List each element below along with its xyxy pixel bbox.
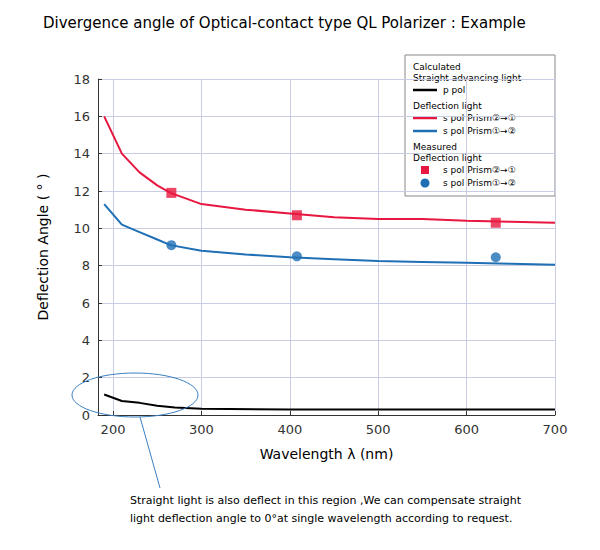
svg-text:10: 10 [73, 221, 90, 236]
svg-text:Deflection Angle ( ° ): Deflection Angle ( ° ) [35, 174, 51, 321]
svg-text:Straight light is also deflect: Straight light is also deflect in this r… [130, 494, 522, 507]
svg-text:s pol Prism①→②: s pol Prism①→② [443, 126, 516, 136]
svg-text:Calculated: Calculated [413, 62, 461, 72]
svg-text:300: 300 [189, 422, 214, 437]
svg-text:s pol Prism①→②: s pol Prism①→② [443, 178, 516, 188]
svg-text:Deflection light: Deflection light [413, 101, 482, 111]
svg-text:6: 6 [82, 296, 90, 311]
svg-text:12: 12 [73, 184, 90, 199]
svg-text:0: 0 [81, 407, 90, 423]
svg-text:Deflection light: Deflection light [413, 152, 482, 163]
svg-text:200: 200 [101, 422, 126, 437]
svg-text:8: 8 [82, 258, 90, 273]
svg-text:16: 16 [73, 109, 90, 124]
svg-text:Divergence angle of Optical-co: Divergence angle of Optical-contact type… [43, 14, 526, 32]
svg-text:light deflection angle to 0°at: light deflection angle to 0°at single wa… [130, 512, 512, 525]
svg-text:14: 14 [73, 146, 90, 161]
svg-text:Measured: Measured [413, 142, 457, 152]
svg-text:4: 4 [82, 333, 90, 348]
svg-text:18: 18 [73, 72, 90, 87]
svg-text:p pol: p pol [443, 85, 465, 95]
svg-text:500: 500 [366, 422, 391, 437]
svg-text:Straight advancing light: Straight advancing light [413, 73, 522, 83]
svg-text:Wavelength λ (nm): Wavelength λ (nm) [260, 446, 394, 462]
svg-text:600: 600 [454, 422, 479, 437]
svg-text:2: 2 [81, 370, 90, 386]
svg-text:400: 400 [277, 422, 302, 437]
svg-text:s pol Prism②→①: s pol Prism②→① [443, 113, 516, 123]
svg-text:s pol Prism②→①: s pol Prism②→① [443, 165, 516, 175]
svg-text:700: 700 [543, 422, 568, 437]
